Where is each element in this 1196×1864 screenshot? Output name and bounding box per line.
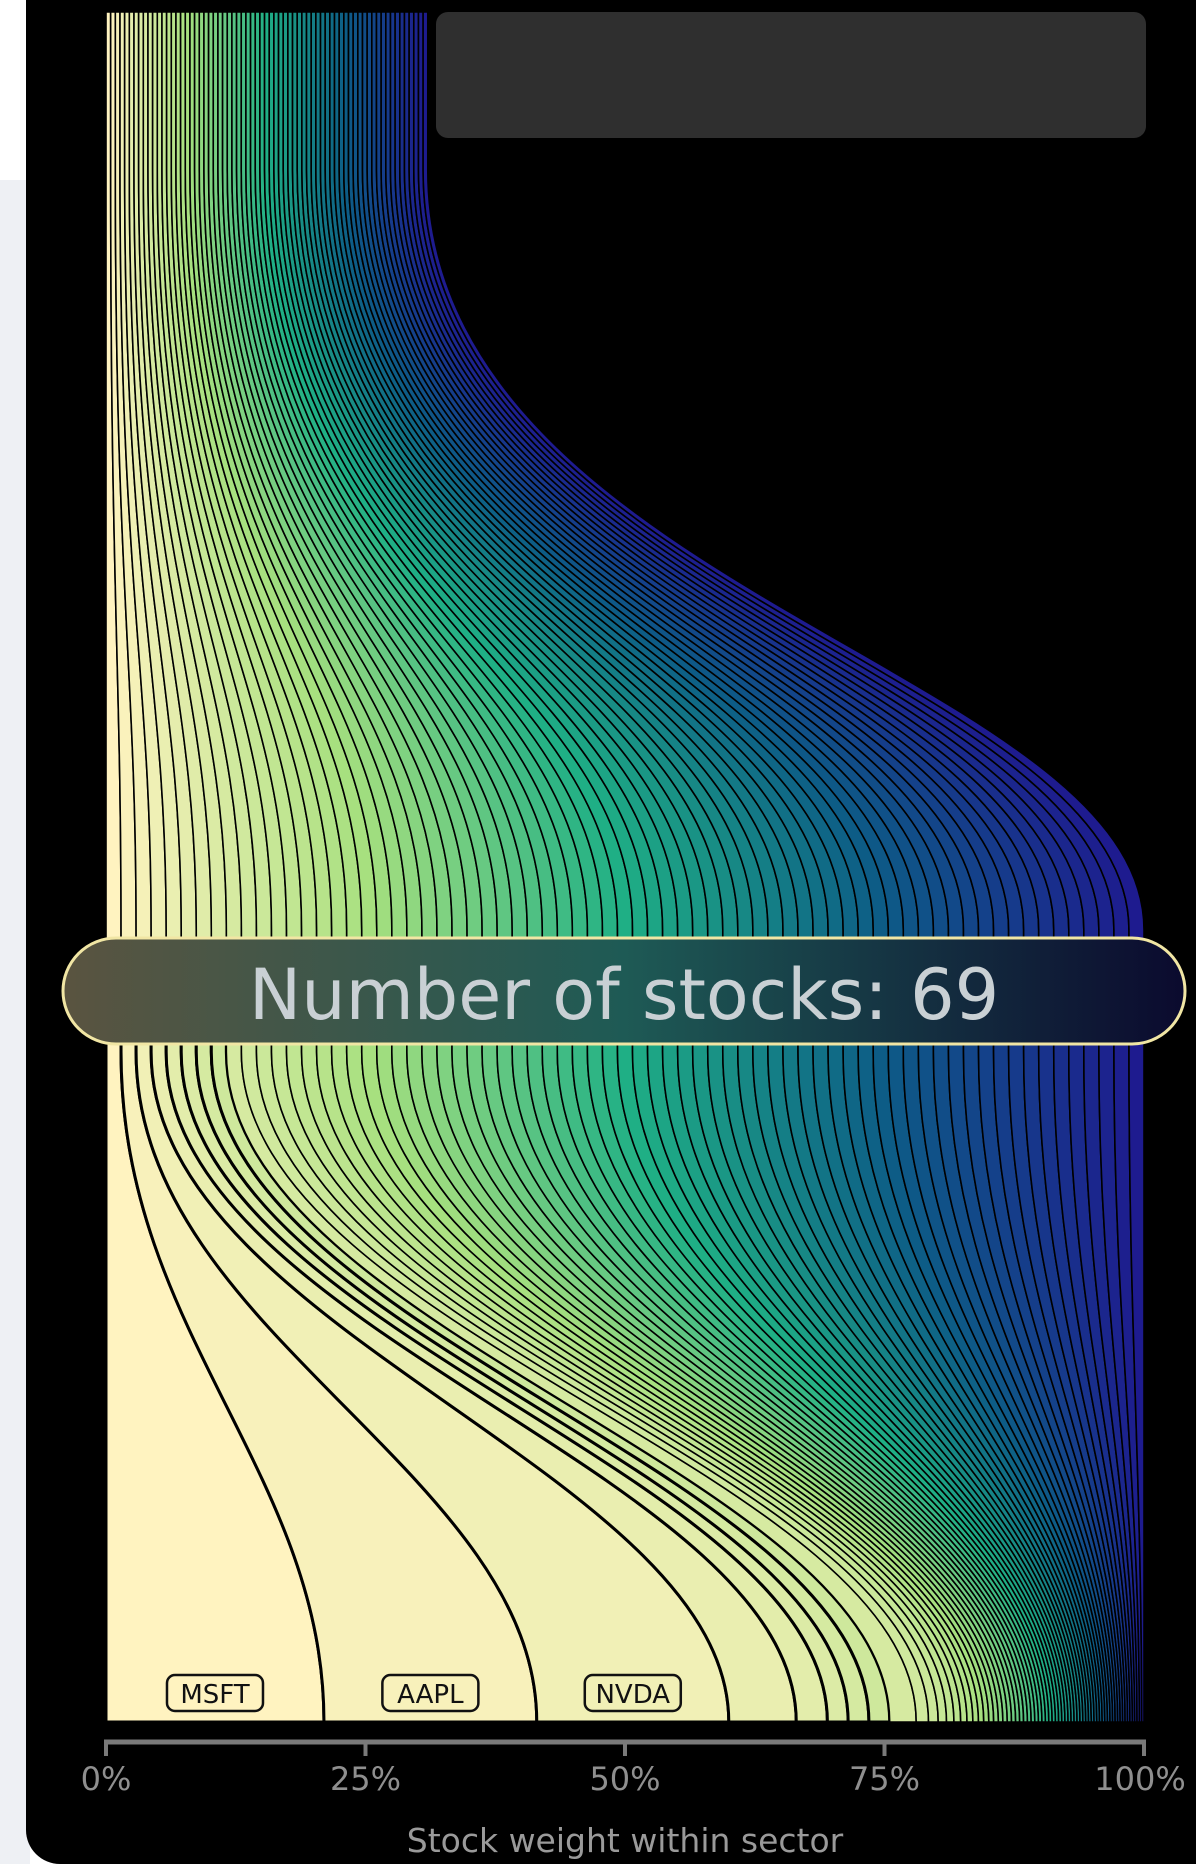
ticker-label-box (381, 1673, 480, 1713)
x-tick-label: 75% (849, 1760, 920, 1798)
x-tick-label: 100% (1094, 1760, 1185, 1798)
ticker-labels: MSFT AAPL NVDA (165, 1673, 683, 1713)
chart-card: MSFT AAPL NVDA Number of stocks: 69 0% 25% 5… (26, 0, 1196, 1864)
stock-ribbon-lower (1128, 1041, 1145, 1723)
ticker-label: NVDA (595, 1680, 670, 1710)
ticker-label: MSFT (180, 1680, 249, 1710)
ticker-label-box (165, 1673, 265, 1713)
top-empty-box (436, 12, 1146, 138)
page-edge (0, 0, 24, 180)
x-tick-label: 25% (330, 1760, 401, 1798)
x-axis-title: Stock weight within sector (407, 1821, 844, 1860)
area-chart: MSFT AAPL NVDA Number of stocks: 69 0% 25% 5… (61, 11, 1187, 1860)
ticker-label-box (583, 1673, 683, 1713)
stock-count-badge-label: Number of stocks: 69 (249, 954, 999, 1036)
stock-count-badge-shape (61, 936, 1187, 1046)
stock-count-badge: Number of stocks: 69 (61, 936, 1187, 1046)
page-side-panel (0, 180, 30, 1864)
ticker-label: AAPL (397, 1680, 464, 1710)
x-tick-label: 50% (589, 1760, 660, 1798)
x-axis-ticks: 0% 25% 50% 75% 100% (81, 1740, 1186, 1798)
stock-ribbons (104, 11, 1145, 1724)
x-tick-label: 0% (81, 1760, 132, 1798)
